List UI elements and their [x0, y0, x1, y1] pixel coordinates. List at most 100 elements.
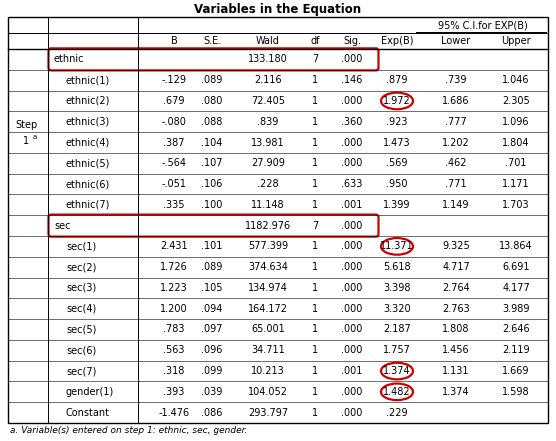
Text: 1182.976: 1182.976: [245, 220, 291, 231]
Text: .633: .633: [341, 179, 363, 189]
Text: .097: .097: [201, 325, 223, 335]
Text: 1: 1: [312, 117, 318, 127]
Text: 7: 7: [312, 220, 318, 231]
Text: .923: .923: [386, 117, 408, 127]
Text: 9.325: 9.325: [442, 241, 470, 251]
Text: .000: .000: [341, 387, 363, 397]
Text: 2.646: 2.646: [502, 325, 530, 335]
Text: 4.717: 4.717: [442, 262, 470, 272]
Text: .563: .563: [163, 345, 185, 355]
Text: 1.374: 1.374: [383, 366, 411, 376]
Text: 1: 1: [312, 325, 318, 335]
Text: .950: .950: [386, 179, 408, 189]
Text: 1.200: 1.200: [160, 304, 188, 314]
Text: 1: 1: [312, 345, 318, 355]
Text: .783: .783: [163, 325, 185, 335]
Text: ethnic(7): ethnic(7): [66, 200, 111, 210]
Text: 1: 1: [312, 366, 318, 376]
Text: .000: .000: [341, 96, 363, 106]
Text: .089: .089: [201, 75, 223, 85]
Text: 5.618: 5.618: [383, 262, 411, 272]
Text: .771: .771: [445, 179, 467, 189]
Text: 1: 1: [312, 262, 318, 272]
Text: .318: .318: [163, 366, 185, 376]
Text: .701: .701: [505, 158, 527, 168]
Text: .569: .569: [386, 158, 408, 168]
Text: 4.177: 4.177: [502, 283, 530, 293]
Text: 1.804: 1.804: [502, 138, 530, 147]
Text: 1: 1: [312, 75, 318, 85]
Text: ethnic(6): ethnic(6): [66, 179, 110, 189]
Text: .000: .000: [341, 220, 363, 231]
Text: .000: .000: [341, 325, 363, 335]
Text: .099: .099: [201, 366, 223, 376]
Text: S.E.: S.E.: [203, 36, 221, 46]
Text: .000: .000: [341, 283, 363, 293]
Text: 164.172: 164.172: [248, 304, 288, 314]
Text: -.129: -.129: [161, 75, 186, 85]
Text: -1.476: -1.476: [158, 407, 190, 418]
Text: 577.399: 577.399: [248, 241, 288, 251]
Text: sec: sec: [54, 220, 71, 231]
Text: 1: 1: [312, 179, 318, 189]
Text: 1.171: 1.171: [502, 179, 530, 189]
Text: sec(6): sec(6): [66, 345, 96, 355]
Text: .000: .000: [341, 407, 363, 418]
Text: sec(7): sec(7): [66, 366, 96, 376]
Text: Step: Step: [15, 120, 37, 130]
Text: 1: 1: [312, 200, 318, 210]
Text: 1.669: 1.669: [502, 366, 530, 376]
Text: .089: .089: [201, 262, 223, 272]
Text: 1.399: 1.399: [383, 200, 411, 210]
Text: sec(4): sec(4): [66, 304, 96, 314]
Text: 293.797: 293.797: [248, 407, 288, 418]
Text: 1.223: 1.223: [160, 283, 188, 293]
Text: .107: .107: [201, 158, 223, 168]
Text: .000: .000: [341, 262, 363, 272]
Text: Wald: Wald: [256, 36, 280, 46]
Text: Sig.: Sig.: [343, 36, 361, 46]
Text: sec(5): sec(5): [66, 325, 96, 335]
Text: .229: .229: [386, 407, 408, 418]
Text: 3.320: 3.320: [383, 304, 411, 314]
Text: .839: .839: [257, 117, 279, 127]
Text: .000: .000: [341, 345, 363, 355]
Text: gender(1): gender(1): [66, 387, 114, 397]
Text: -.080: -.080: [162, 117, 186, 127]
Text: ethnic(5): ethnic(5): [66, 158, 111, 168]
Text: .387: .387: [163, 138, 185, 147]
Text: .000: .000: [341, 54, 363, 64]
Text: ethnic(1): ethnic(1): [66, 75, 110, 85]
Text: 2.431: 2.431: [160, 241, 188, 251]
Text: 1.598: 1.598: [502, 387, 530, 397]
Text: 2.116: 2.116: [254, 75, 282, 85]
Text: 134.974: 134.974: [248, 283, 288, 293]
Text: 1: 1: [312, 387, 318, 397]
Text: Variables in the Equation: Variables in the Equation: [195, 3, 361, 15]
Text: 1: 1: [312, 138, 318, 147]
Text: 1.202: 1.202: [442, 138, 470, 147]
Text: 1: 1: [312, 96, 318, 106]
Text: .335: .335: [163, 200, 185, 210]
Text: 1.703: 1.703: [502, 200, 530, 210]
Text: 11.371: 11.371: [380, 241, 414, 251]
Text: .739: .739: [445, 75, 466, 85]
Text: ethnic(2): ethnic(2): [66, 96, 111, 106]
Text: 27.909: 27.909: [251, 158, 285, 168]
Text: 1: 1: [23, 136, 29, 146]
Text: .039: .039: [201, 387, 223, 397]
Text: 1: 1: [312, 407, 318, 418]
Text: .104: .104: [201, 138, 223, 147]
Text: Constant: Constant: [66, 407, 110, 418]
Text: .086: .086: [201, 407, 223, 418]
Text: ethnic: ethnic: [54, 54, 85, 64]
Text: -.564: -.564: [161, 158, 186, 168]
Text: 1.972: 1.972: [383, 96, 411, 106]
Text: Upper: Upper: [501, 36, 531, 46]
Text: 1.482: 1.482: [383, 387, 411, 397]
Text: 1.456: 1.456: [442, 345, 470, 355]
Text: .105: .105: [201, 283, 223, 293]
Text: 1.149: 1.149: [442, 200, 470, 210]
Text: .094: .094: [201, 304, 223, 314]
Text: .101: .101: [201, 241, 223, 251]
